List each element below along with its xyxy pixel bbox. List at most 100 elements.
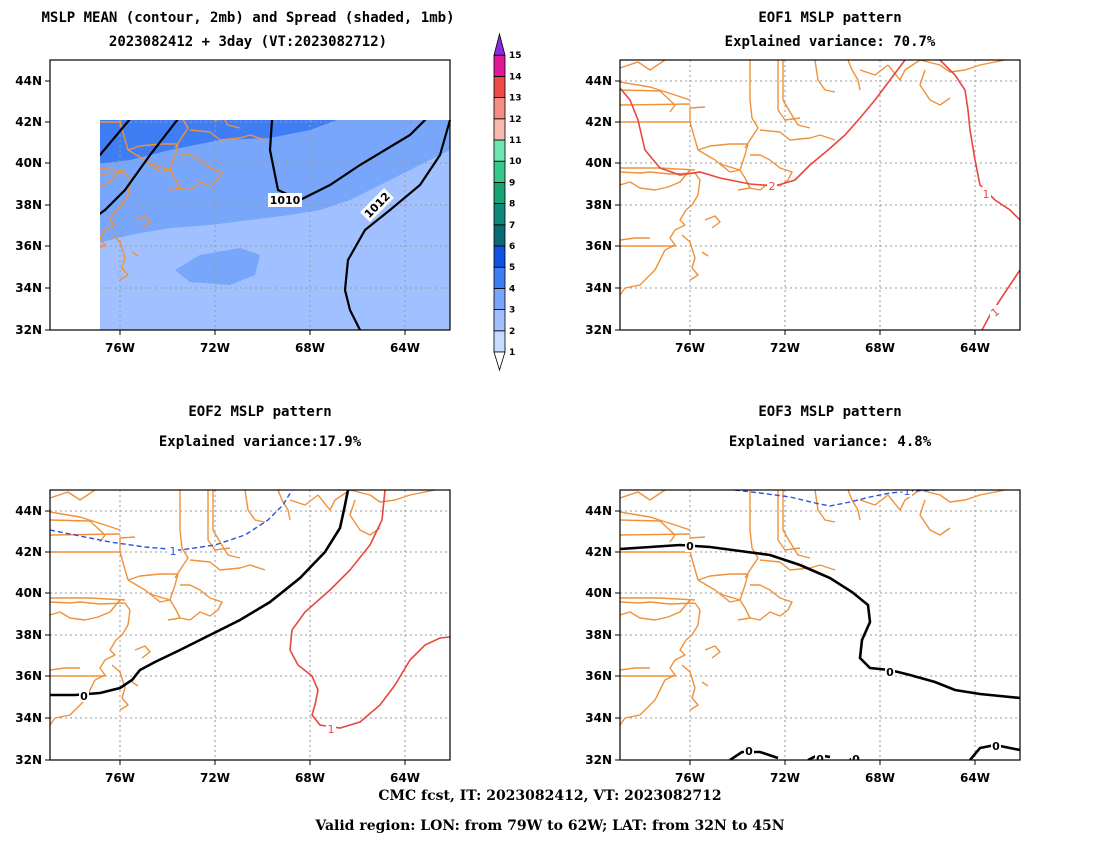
panel-eof3-title: EOF3 MSLP pattern [758, 404, 902, 420]
lon-tick-label: 64W [390, 771, 420, 785]
lon-tick-label: 72W [200, 341, 230, 355]
contour-label: 1010 [270, 194, 301, 207]
colorbar-label: 2 [509, 327, 515, 337]
colorbar-swatch [493, 330, 506, 353]
lat-tick-label: 36N [585, 239, 612, 253]
panel-eof2-title: EOF2 MSLP pattern [188, 404, 332, 420]
lat-tick-label: 32N [15, 323, 42, 337]
lat-tick-label: 32N [15, 753, 42, 767]
contour-label: -1 [900, 485, 911, 498]
contour-label: 0 [80, 690, 88, 703]
colorbar-label: 3 [509, 306, 515, 316]
lon-tick-label: 68W [295, 341, 325, 355]
spread-shade-5 [70, 60, 310, 100]
lat-tick-label: 40N [585, 156, 612, 170]
contour-label: 1016 [44, 50, 77, 78]
contour-label: 1012 [48, 230, 81, 250]
panel-eof3-map: 0 0 0 0 0 0 -1 [620, 485, 1020, 766]
colorbar-label: 13 [509, 94, 522, 104]
contour-label: 1010 [47, 287, 80, 314]
lat-tick-label: 40N [15, 156, 42, 170]
panel-eof1-title: EOF1 MSLP pattern [758, 10, 902, 26]
lon-tick-label: 64W [390, 341, 420, 355]
contour-label: 1 [328, 723, 335, 736]
contour-label: 1 [983, 188, 990, 201]
footer-line-2: Valid region: LON: from 79W to 62W; LAT:… [315, 818, 785, 834]
lon-tick-label: 68W [295, 771, 325, 785]
lat-tick-label: 40N [585, 586, 612, 600]
lat-tick-label: 34N [585, 711, 612, 725]
lat-tick-label: 34N [15, 281, 42, 295]
colorbar-swatch [493, 118, 506, 141]
panel-eof1-subtitle: Explained variance: 70.7% [724, 34, 936, 50]
colorbar-label: 11 [509, 136, 522, 146]
colorbar-swatch [493, 76, 506, 99]
panel-eof2-map: 1 0 1 [50, 490, 450, 760]
colorbar-label: 9 [509, 178, 515, 188]
contour-label: 1 [170, 545, 177, 558]
colorbar-label: 15 [509, 51, 522, 61]
lat-tick-label: 40N [15, 586, 42, 600]
lat-tick-label: 38N [15, 628, 42, 642]
lat-tick-label: 38N [15, 198, 42, 212]
colorbar-swatch [493, 139, 506, 162]
lat-tick-label: 36N [15, 669, 42, 683]
colorbar-label: 1 [509, 348, 515, 358]
lon-tick-label: 72W [770, 341, 800, 355]
contour-label: 1016 [48, 97, 81, 125]
lat-tick-label: 34N [15, 711, 42, 725]
panel-eof3-subtitle: Explained variance: 4.8% [728, 434, 932, 450]
lat-tick-label: 44N [585, 74, 612, 88]
lat-tick-label: 44N [15, 504, 42, 518]
lat-tick-label: 32N [585, 323, 612, 337]
colorbar-swatch [493, 309, 506, 332]
colorbar-swatch [493, 224, 506, 247]
panel-eof2-subtitle: Explained variance:17.9% [158, 434, 362, 450]
lat-tick-label: 42N [585, 115, 612, 129]
colorbar-swatch [493, 54, 506, 77]
contour-label: 0 [745, 745, 753, 758]
footer-line-1: CMC fcst, IT: 2023082412, VT: 2023082712 [378, 788, 722, 804]
panel-mean-map: 1016 1016 1014 1012 1010 1008 1010 1012 [44, 50, 452, 331]
contour-label: 0 [852, 753, 860, 766]
lon-tick-label: 72W [200, 771, 230, 785]
lat-tick-label: 32N [585, 753, 612, 767]
lon-tick-label: 76W [105, 771, 135, 785]
colorbar-swatch [493, 181, 506, 204]
lat-tick-label: 44N [15, 74, 42, 88]
contour-label: 1008 [340, 81, 371, 94]
panel-mean-title: MSLP MEAN (contour, 2mb) and Spread (sha… [41, 10, 455, 26]
axis-ticks: 44N 42N 40N 38N 36N 34N 32N 76W 72W 68W 64W 44N 42N 4… [15, 74, 990, 785]
lon-tick-label: 76W [675, 341, 705, 355]
lat-tick-label: 42N [15, 545, 42, 559]
contour-label: 0 [686, 540, 694, 553]
contour-label: 2 [769, 180, 776, 193]
colorbar-label: 8 [509, 200, 515, 210]
colorbar-swatch [493, 97, 506, 120]
colorbar-swatch [493, 287, 506, 310]
colorbar-label: 12 [509, 115, 522, 125]
colorbar-swatch [493, 266, 506, 289]
colorbar-label: 4 [509, 284, 515, 294]
spread-shade-4 [100, 120, 337, 164]
lon-tick-label: 68W [865, 341, 895, 355]
lon-tick-label: 68W [865, 771, 895, 785]
colorbar-swatch [493, 245, 506, 268]
colorbar-label: 10 [509, 157, 522, 167]
panel-mean-subtitle: 2023082412 + 3day (VT:2023082712) [108, 34, 388, 50]
colorbar-label: 7 [509, 221, 515, 231]
lat-tick-label: 38N [585, 198, 612, 212]
spread-shade-3-patch [175, 248, 260, 285]
colorbar-swatch [493, 160, 506, 183]
contour-label: 0 [886, 666, 894, 679]
colorbar-label: 14 [509, 72, 522, 82]
lat-tick-label: 36N [585, 669, 612, 683]
lon-tick-label: 76W [675, 771, 705, 785]
contour-label: 0 [816, 753, 824, 766]
lon-tick-label: 64W [960, 341, 990, 355]
contour-label: 0 [992, 740, 1000, 753]
lon-tick-label: 76W [105, 341, 135, 355]
colorbar-label: 5 [509, 263, 515, 273]
